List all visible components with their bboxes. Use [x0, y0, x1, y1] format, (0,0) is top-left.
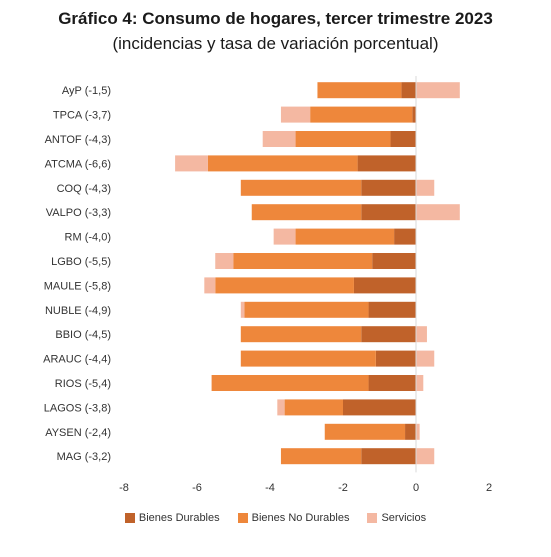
bar-bienes-no-durables-valpo-3-3 — [251, 204, 362, 221]
bar-servicios-bbio-4-5 — [416, 326, 427, 343]
category-label-maule-5-8: MAULE (-5,8) — [44, 280, 111, 292]
legend-swatch-servicios — [367, 513, 378, 523]
chart-subtitle: (incidencias y tasa de variación porcent… — [112, 34, 439, 53]
category-label-ayp-1-5: AyP (-1,5) — [62, 85, 111, 97]
bar-bienes-durables-lagos-3-8 — [343, 399, 416, 416]
legend: Bienes Durables Bienes No Durables Servi… — [0, 512, 551, 524]
legend-label-no-durables: Bienes No Durables — [251, 512, 350, 524]
x-tick-label-minus-4: -4 — [265, 482, 275, 494]
bar-servicios-tpca-3-7 — [280, 106, 311, 123]
bar-bienes-no-durables-mag-3-2 — [280, 448, 362, 465]
bar-bienes-no-durables-aysen-2-4 — [324, 423, 406, 440]
category-label-bbio-4-5: BBIO (-4,5) — [55, 329, 111, 341]
category-label-lagos-3-8: LAGOS (-3,8) — [44, 402, 111, 414]
bar-bienes-no-durables-tpca-3-7 — [310, 106, 413, 123]
bar-bienes-durables-rm-4-0 — [394, 228, 416, 245]
bar-bienes-durables-tpca-3-7 — [412, 106, 416, 123]
bar-bienes-durables-maule-5-8 — [353, 277, 416, 294]
bar-bienes-no-durables-nuble-4-9 — [244, 301, 369, 318]
bar-bienes-no-durables-arauc-4-4 — [240, 350, 376, 367]
category-label-nuble-4-9: NUBLE (-4,9) — [45, 305, 111, 317]
bar-chart: AyP (-1,5) TPCA (-3,7) ANTOF (-4,3) ATCMA (… — [43, 76, 492, 494]
legend-label-durables: Bienes Durables — [138, 512, 220, 524]
bar-bienes-durables-mag-3-2 — [361, 448, 416, 465]
legend-item-no-durables: Bienes No Durables — [237, 512, 350, 524]
category-label-rios-5-4: RIOS (-5,4) — [55, 378, 111, 390]
bar-servicios-valpo-3-3 — [416, 204, 460, 221]
bar-bienes-no-durables-lgbo-5-5 — [233, 253, 373, 269]
category-label-tpca-3-7: TPCA (-3,7) — [53, 110, 111, 122]
bar-bienes-no-durables-antof-4-3 — [295, 131, 391, 147]
x-tick-label-minus-8: -8 — [119, 482, 129, 494]
bar-bienes-no-durables-lagos-3-8 — [284, 399, 343, 416]
bar-servicios-nuble-4-9 — [240, 301, 245, 318]
bar-bienes-no-durables-bbio-4-5 — [240, 326, 362, 343]
bar-bienes-durables-aysen-2-4 — [405, 423, 416, 440]
x-tick-label-minus-2: -2 — [338, 482, 348, 494]
bar-bienes-durables-coq-4-3 — [361, 179, 416, 196]
bar-bienes-durables-ayp-1-5 — [401, 82, 416, 99]
bar-bienes-durables-rios-5-4 — [368, 375, 416, 391]
bar-bienes-no-durables-rm-4-0 — [295, 228, 395, 245]
chart-title: Gráfico 4: Consumo de hogares, tercer tr… — [58, 9, 493, 28]
x-tick-label-2: 2 — [486, 482, 492, 494]
bar-bienes-durables-antof-4-3 — [390, 131, 416, 147]
bar-servicios-rios-5-4 — [416, 375, 424, 391]
bar-servicios-mag-3-2 — [416, 448, 435, 465]
bar-servicios-lagos-3-8 — [277, 399, 285, 416]
legend-item-servicios: Servicios — [367, 512, 426, 524]
bar-bienes-no-durables-maule-5-8 — [215, 277, 354, 294]
bar-servicios-atcma-6-6 — [175, 155, 208, 172]
category-label-antof-4-3: ANTOF (-4,3) — [45, 134, 111, 146]
bar-bienes-durables-arauc-4-4 — [375, 350, 416, 367]
bar-bienes-durables-lgbo-5-5 — [372, 253, 416, 269]
bar-bienes-no-durables-ayp-1-5 — [317, 82, 402, 99]
category-label-atcma-6-6: ATCMA (-6,6) — [45, 158, 111, 170]
bar-bienes-durables-nuble-4-9 — [368, 301, 416, 318]
bar-bienes-durables-atcma-6-6 — [357, 155, 416, 172]
category-label-lgbo-5-5: LGBO (-5,5) — [51, 256, 111, 268]
category-label-rm-4-0: RM (-4,0) — [65, 232, 111, 244]
category-label-aysen-2-4: AYSEN (-2,4) — [45, 427, 111, 439]
x-tick-label-minus-6: -6 — [192, 482, 202, 494]
bar-servicios-coq-4-3 — [416, 179, 435, 196]
bar-bienes-no-durables-rios-5-4 — [211, 375, 369, 391]
legend-label-servicios: Servicios — [381, 512, 427, 524]
bar-servicios-maule-5-8 — [204, 277, 216, 294]
legend-swatch-durables — [124, 513, 135, 523]
bar-bienes-no-durables-atcma-6-6 — [207, 155, 358, 172]
category-label-arauc-4-4: ARAUC (-4,4) — [43, 354, 111, 366]
legend-swatch-no-durables — [237, 513, 248, 523]
legend-item-durables: Bienes Durables — [124, 512, 220, 524]
bar-servicios-arauc-4-4 — [416, 350, 435, 367]
category-label-mag-3-2: MAG (-3,2) — [57, 451, 111, 463]
bar-servicios-aysen-2-4 — [416, 423, 420, 440]
bar-servicios-rm-4-0 — [273, 228, 296, 245]
bar-servicios-lgbo-5-5 — [215, 253, 234, 269]
bar-bienes-durables-valpo-3-3 — [361, 204, 416, 221]
bar-servicios-ayp-1-5 — [416, 82, 460, 99]
bar-servicios-antof-4-3 — [262, 131, 296, 147]
category-label-valpo-3-3: VALPO (-3,3) — [46, 207, 111, 219]
bar-bienes-durables-bbio-4-5 — [361, 326, 416, 343]
category-label-coq-4-3: COQ (-4,3) — [57, 183, 111, 195]
x-tick-label-0: 0 — [413, 482, 419, 494]
bar-bienes-no-durables-coq-4-3 — [240, 179, 362, 196]
